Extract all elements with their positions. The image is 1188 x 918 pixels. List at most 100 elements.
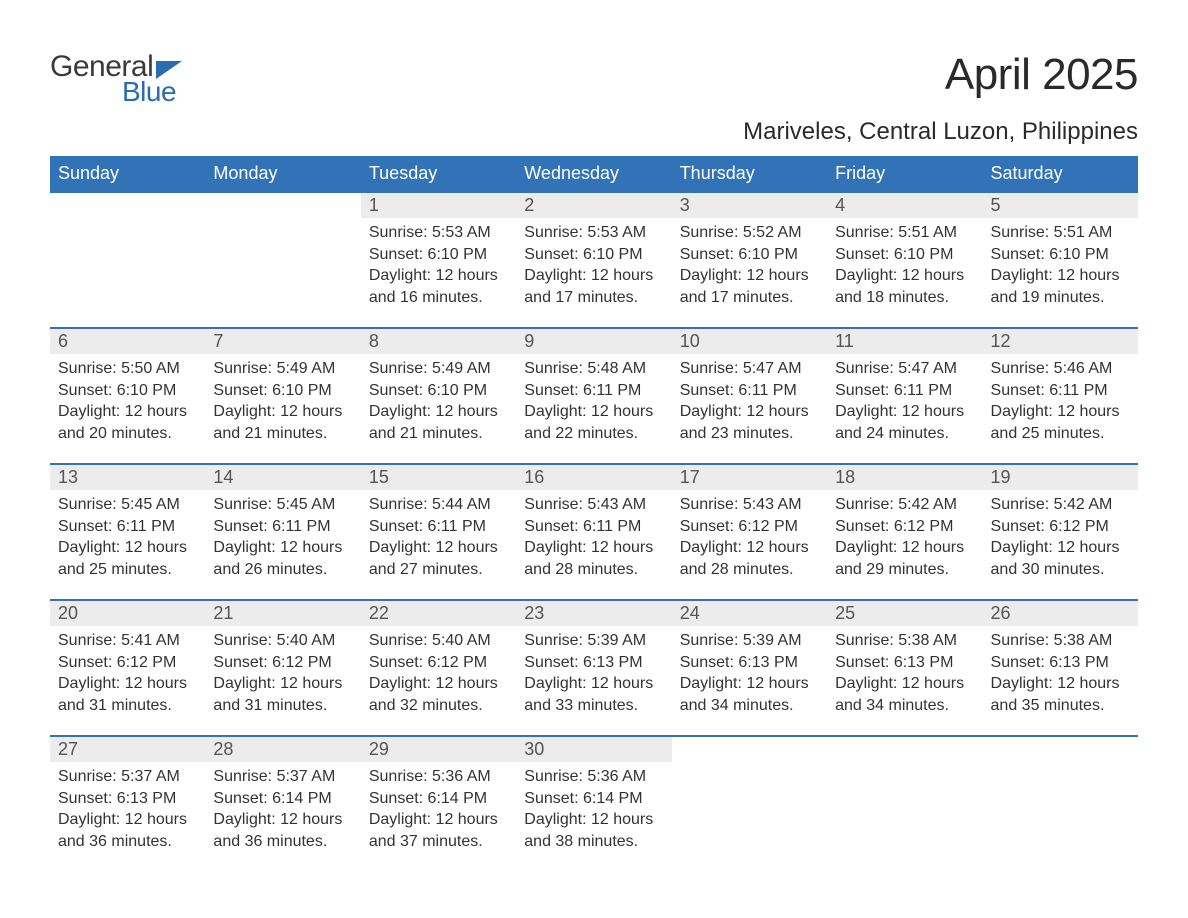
day-number: 11 (827, 328, 982, 354)
day-details: Sunrise: 5:39 AMSunset: 6:13 PMDaylight:… (672, 626, 827, 736)
sunrise-text: Sunrise: 5:38 AM (991, 630, 1130, 652)
daylight-text: Daylight: 12 hours and 38 minutes. (524, 809, 663, 852)
calendar-table: SundayMondayTuesdayWednesdayThursdayFrid… (50, 156, 1138, 872)
daylight-text: Daylight: 12 hours and 34 minutes. (680, 673, 819, 716)
sunset-text: Sunset: 6:11 PM (835, 380, 974, 402)
daylight-text: Daylight: 12 hours and 23 minutes. (680, 401, 819, 444)
sunset-text: Sunset: 6:13 PM (58, 788, 197, 810)
sunrise-text: Sunrise: 5:37 AM (213, 766, 352, 788)
sunset-text: Sunset: 6:12 PM (835, 516, 974, 538)
day-header: Wednesday (516, 156, 671, 192)
sunrise-text: Sunrise: 5:52 AM (680, 222, 819, 244)
daylight-text: Daylight: 12 hours and 35 minutes. (991, 673, 1130, 716)
day-number: 5 (983, 192, 1138, 218)
daylight-text: Daylight: 12 hours and 36 minutes. (58, 809, 197, 852)
empty-cell (672, 762, 827, 872)
week-daynum-row: 12345 (50, 192, 1138, 218)
sunrise-text: Sunrise: 5:47 AM (680, 358, 819, 380)
sunrise-text: Sunrise: 5:47 AM (835, 358, 974, 380)
sunrise-text: Sunrise: 5:48 AM (524, 358, 663, 380)
sunrise-text: Sunrise: 5:42 AM (835, 494, 974, 516)
sunrise-text: Sunrise: 5:45 AM (58, 494, 197, 516)
sunrise-text: Sunrise: 5:43 AM (680, 494, 819, 516)
empty-cell (50, 218, 205, 328)
sunset-text: Sunset: 6:10 PM (524, 244, 663, 266)
sunset-text: Sunset: 6:13 PM (680, 652, 819, 674)
sunset-text: Sunset: 6:14 PM (213, 788, 352, 810)
sunrise-text: Sunrise: 5:49 AM (213, 358, 352, 380)
empty-cell (827, 736, 982, 762)
daylight-text: Daylight: 12 hours and 34 minutes. (835, 673, 974, 716)
sunrise-text: Sunrise: 5:53 AM (369, 222, 508, 244)
day-number: 14 (205, 464, 360, 490)
week-detail-row: Sunrise: 5:53 AMSunset: 6:10 PMDaylight:… (50, 218, 1138, 328)
day-number: 17 (672, 464, 827, 490)
day-details: Sunrise: 5:48 AMSunset: 6:11 PMDaylight:… (516, 354, 671, 464)
day-number: 18 (827, 464, 982, 490)
day-details: Sunrise: 5:36 AMSunset: 6:14 PMDaylight:… (361, 762, 516, 872)
day-details: Sunrise: 5:41 AMSunset: 6:12 PMDaylight:… (50, 626, 205, 736)
daylight-text: Daylight: 12 hours and 28 minutes. (680, 537, 819, 580)
daylight-text: Daylight: 12 hours and 17 minutes. (524, 265, 663, 308)
day-number: 26 (983, 600, 1138, 626)
day-number: 6 (50, 328, 205, 354)
day-number: 27 (50, 736, 205, 762)
day-number: 2 (516, 192, 671, 218)
day-details: Sunrise: 5:53 AMSunset: 6:10 PMDaylight:… (516, 218, 671, 328)
sunset-text: Sunset: 6:10 PM (991, 244, 1130, 266)
daylight-text: Daylight: 12 hours and 29 minutes. (835, 537, 974, 580)
day-details: Sunrise: 5:37 AMSunset: 6:14 PMDaylight:… (205, 762, 360, 872)
location-subtitle: Mariveles, Central Luzon, Philippines (743, 118, 1138, 146)
sunset-text: Sunset: 6:12 PM (369, 652, 508, 674)
sunrise-text: Sunrise: 5:49 AM (369, 358, 508, 380)
empty-cell (672, 736, 827, 762)
sunset-text: Sunset: 6:11 PM (213, 516, 352, 538)
day-details: Sunrise: 5:38 AMSunset: 6:13 PMDaylight:… (827, 626, 982, 736)
daylight-text: Daylight: 12 hours and 36 minutes. (213, 809, 352, 852)
daylight-text: Daylight: 12 hours and 25 minutes. (58, 537, 197, 580)
daylight-text: Daylight: 12 hours and 16 minutes. (369, 265, 508, 308)
calendar-header-row: SundayMondayTuesdayWednesdayThursdayFrid… (50, 156, 1138, 192)
daylight-text: Daylight: 12 hours and 20 minutes. (58, 401, 197, 444)
day-number: 29 (361, 736, 516, 762)
day-number: 25 (827, 600, 982, 626)
daylight-text: Daylight: 12 hours and 30 minutes. (991, 537, 1130, 580)
day-details: Sunrise: 5:53 AMSunset: 6:10 PMDaylight:… (361, 218, 516, 328)
daylight-text: Daylight: 12 hours and 32 minutes. (369, 673, 508, 716)
sunrise-text: Sunrise: 5:36 AM (524, 766, 663, 788)
day-number: 10 (672, 328, 827, 354)
day-number: 3 (672, 192, 827, 218)
sunset-text: Sunset: 6:14 PM (524, 788, 663, 810)
day-details: Sunrise: 5:39 AMSunset: 6:13 PMDaylight:… (516, 626, 671, 736)
week-daynum-row: 6789101112 (50, 328, 1138, 354)
daylight-text: Daylight: 12 hours and 17 minutes. (680, 265, 819, 308)
day-details: Sunrise: 5:36 AMSunset: 6:14 PMDaylight:… (516, 762, 671, 872)
sunrise-text: Sunrise: 5:40 AM (213, 630, 352, 652)
sunset-text: Sunset: 6:10 PM (369, 244, 508, 266)
daylight-text: Daylight: 12 hours and 24 minutes. (835, 401, 974, 444)
day-number: 23 (516, 600, 671, 626)
week-detail-row: Sunrise: 5:50 AMSunset: 6:10 PMDaylight:… (50, 354, 1138, 464)
sunrise-text: Sunrise: 5:51 AM (991, 222, 1130, 244)
day-number: 7 (205, 328, 360, 354)
day-number: 24 (672, 600, 827, 626)
sunrise-text: Sunrise: 5:41 AM (58, 630, 197, 652)
day-details: Sunrise: 5:47 AMSunset: 6:11 PMDaylight:… (827, 354, 982, 464)
sunset-text: Sunset: 6:12 PM (680, 516, 819, 538)
day-details: Sunrise: 5:47 AMSunset: 6:11 PMDaylight:… (672, 354, 827, 464)
empty-cell (983, 762, 1138, 872)
day-header: Saturday (983, 156, 1138, 192)
sunrise-text: Sunrise: 5:43 AM (524, 494, 663, 516)
title-block: April 2025 Mariveles, Central Luzon, Phi… (743, 50, 1138, 146)
day-details: Sunrise: 5:42 AMSunset: 6:12 PMDaylight:… (983, 490, 1138, 600)
month-title: April 2025 (743, 50, 1138, 100)
week-daynum-row: 27282930 (50, 736, 1138, 762)
day-details: Sunrise: 5:51 AMSunset: 6:10 PMDaylight:… (827, 218, 982, 328)
sunrise-text: Sunrise: 5:50 AM (58, 358, 197, 380)
sunset-text: Sunset: 6:10 PM (680, 244, 819, 266)
day-number: 4 (827, 192, 982, 218)
week-daynum-row: 20212223242526 (50, 600, 1138, 626)
empty-cell (827, 762, 982, 872)
daylight-text: Daylight: 12 hours and 18 minutes. (835, 265, 974, 308)
daylight-text: Daylight: 12 hours and 33 minutes. (524, 673, 663, 716)
